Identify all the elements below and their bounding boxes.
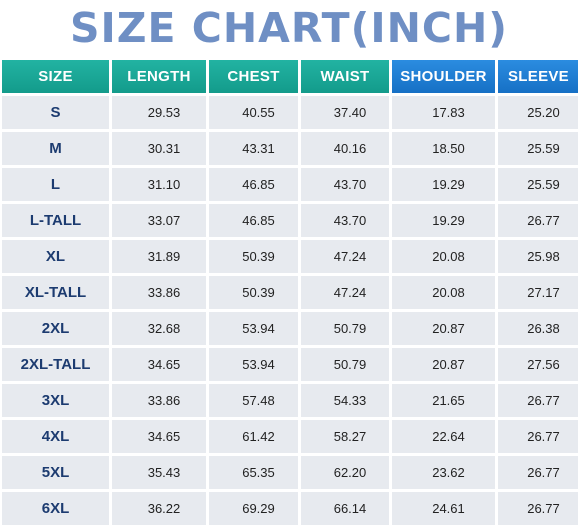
table-cell-sleeve: 25.59 <box>498 168 578 201</box>
table-cell-sleeve: 27.17 <box>498 276 578 309</box>
table-cell-waist: 54.33 <box>301 384 389 417</box>
table-cell-waist: 47.24 <box>301 240 389 273</box>
table-cell-chest: 43.31 <box>209 132 298 165</box>
table-cell-shoulder: 20.08 <box>392 276 495 309</box>
table-cell-chest: 61.42 <box>209 420 298 453</box>
table-cell-length: 32.68 <box>112 312 206 345</box>
table-cell-shoulder: 19.29 <box>392 204 495 237</box>
table-cell-size: 2XL <box>2 312 109 345</box>
table-cell-shoulder: 20.08 <box>392 240 495 273</box>
table-cell-sleeve: 26.77 <box>498 492 578 525</box>
table-cell-length: 33.86 <box>112 276 206 309</box>
table-cell-waist: 37.40 <box>301 96 389 129</box>
table-cell-size: M <box>2 132 109 165</box>
table-cell-shoulder: 19.29 <box>392 168 495 201</box>
table-cell-chest: 57.48 <box>209 384 298 417</box>
table-cell-chest: 53.94 <box>209 348 298 381</box>
table-cell-chest: 50.39 <box>209 276 298 309</box>
column-header-size: SIZE <box>2 60 109 93</box>
table-cell-length: 33.07 <box>112 204 206 237</box>
table-cell-chest: 40.55 <box>209 96 298 129</box>
table-cell-size: L <box>2 168 109 201</box>
table-cell-size: 3XL <box>2 384 109 417</box>
table-cell-chest: 46.85 <box>209 204 298 237</box>
table-cell-length: 34.65 <box>112 420 206 453</box>
table-cell-waist: 62.20 <box>301 456 389 489</box>
table-cell-size: 4XL <box>2 420 109 453</box>
table-cell-chest: 65.35 <box>209 456 298 489</box>
table-cell-length: 30.31 <box>112 132 206 165</box>
page-title: SIZE CHART(INCH) <box>69 4 509 52</box>
table-cell-size: 5XL <box>2 456 109 489</box>
table-cell-size: S <box>2 96 109 129</box>
table-cell-waist: 43.70 <box>301 168 389 201</box>
table-cell-shoulder: 22.64 <box>392 420 495 453</box>
table-cell-size: L-TALL <box>2 204 109 237</box>
table-cell-sleeve: 27.56 <box>498 348 578 381</box>
table-cell-waist: 43.70 <box>301 204 389 237</box>
table-cell-shoulder: 23.62 <box>392 456 495 489</box>
table-cell-sleeve: 26.77 <box>498 420 578 453</box>
table-cell-chest: 50.39 <box>209 240 298 273</box>
table-cell-sleeve: 25.98 <box>498 240 578 273</box>
table-cell-shoulder: 17.83 <box>392 96 495 129</box>
table-cell-waist: 47.24 <box>301 276 389 309</box>
table-cell-chest: 69.29 <box>209 492 298 525</box>
table-cell-waist: 50.79 <box>301 348 389 381</box>
table-cell-shoulder: 20.87 <box>392 348 495 381</box>
table-cell-length: 31.10 <box>112 168 206 201</box>
table-cell-sleeve: 25.59 <box>498 132 578 165</box>
column-header-length: LENGTH <box>112 60 206 93</box>
table-cell-sleeve: 26.38 <box>498 312 578 345</box>
column-header-chest: CHEST <box>209 60 298 93</box>
table-cell-length: 34.65 <box>112 348 206 381</box>
table-cell-waist: 50.79 <box>301 312 389 345</box>
column-header-shoulder: SHOULDER <box>392 60 495 93</box>
table-cell-size: 2XL-TALL <box>2 348 109 381</box>
table-cell-size: XL-TALL <box>2 276 109 309</box>
table-cell-waist: 40.16 <box>301 132 389 165</box>
table-cell-size: XL <box>2 240 109 273</box>
table-cell-sleeve: 25.20 <box>498 96 578 129</box>
table-cell-length: 33.86 <box>112 384 206 417</box>
table-cell-length: 35.43 <box>112 456 206 489</box>
table-cell-waist: 66.14 <box>301 492 389 525</box>
table-cell-sleeve: 26.77 <box>498 456 578 489</box>
table-cell-shoulder: 20.87 <box>392 312 495 345</box>
table-cell-waist: 58.27 <box>301 420 389 453</box>
table-cell-chest: 46.85 <box>209 168 298 201</box>
size-chart-table: SIZE LENGTH CHEST WAIST SHOULDER SLEEVE … <box>2 60 578 525</box>
table-cell-size: 6XL <box>2 492 109 525</box>
column-header-sleeve: SLEEVE <box>498 60 578 93</box>
table-cell-sleeve: 26.77 <box>498 384 578 417</box>
column-header-waist: WAIST <box>301 60 389 93</box>
table-cell-shoulder: 21.65 <box>392 384 495 417</box>
table-cell-sleeve: 26.77 <box>498 204 578 237</box>
table-cell-length: 31.89 <box>112 240 206 273</box>
table-cell-length: 29.53 <box>112 96 206 129</box>
table-cell-chest: 53.94 <box>209 312 298 345</box>
table-cell-shoulder: 18.50 <box>392 132 495 165</box>
table-cell-length: 36.22 <box>112 492 206 525</box>
table-cell-shoulder: 24.61 <box>392 492 495 525</box>
